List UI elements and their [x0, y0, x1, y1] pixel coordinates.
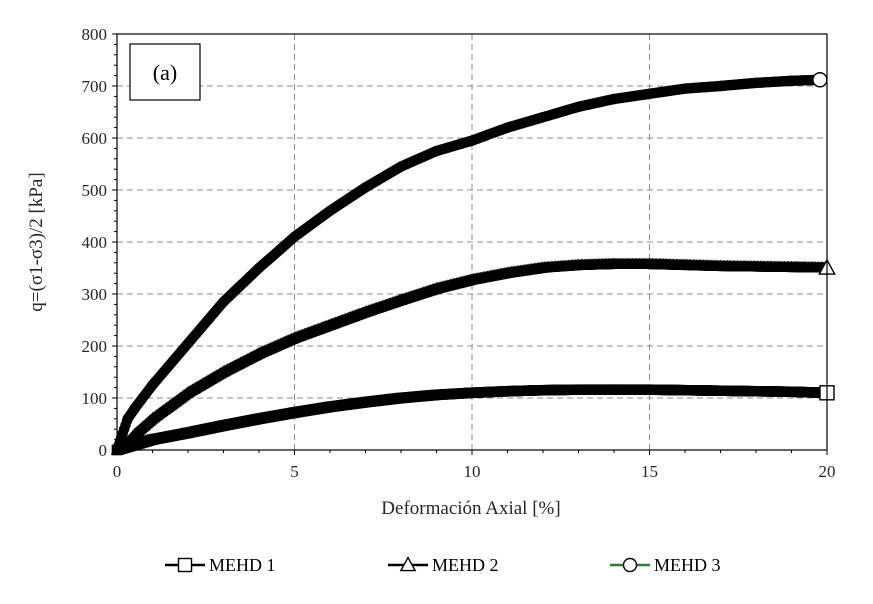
data-point: [430, 282, 443, 294]
x-axis-title: Deformación Axial [%]: [381, 498, 560, 519]
x-tick-label: 15: [641, 462, 658, 481]
data-point: [182, 427, 194, 439]
data-point: [122, 413, 133, 424]
data-point: [573, 101, 584, 113]
legend-item-2: MEHD 2: [388, 555, 499, 575]
data-point: [714, 259, 727, 272]
data-point: [679, 385, 691, 396]
legend-item-3: MEHD 3: [610, 555, 721, 575]
data-point: [289, 407, 300, 418]
data-point: [715, 80, 726, 92]
series-end-marker: [812, 72, 828, 88]
data-point: [466, 387, 478, 398]
data-point: [395, 392, 407, 404]
data-point: [182, 338, 194, 349]
y-axis-title: q=(σ1-σ3)/2 [kPa]: [26, 172, 47, 311]
y-tick-label: 100: [82, 389, 108, 408]
data-point: [537, 111, 549, 123]
data-point: [678, 258, 692, 270]
legend: MEHD 1 MEHD 2 MEHD 3: [165, 555, 721, 575]
series-2: [110, 257, 836, 455]
y-tick-label: 800: [82, 25, 108, 44]
legend-label: MEHD 3: [654, 555, 721, 575]
data-point: [573, 384, 584, 395]
data-point: [502, 122, 513, 133]
panel-label-box: (a): [129, 43, 201, 101]
data-point: [324, 205, 336, 217]
data-point: [643, 257, 656, 269]
data-point: [218, 420, 229, 431]
data-point: [288, 331, 301, 343]
y-tick-label: 0: [99, 441, 108, 460]
data-point: [359, 305, 372, 317]
data-point: [607, 257, 621, 269]
data-point: [749, 260, 763, 272]
data-point: [537, 385, 549, 396]
y-tick-label: 200: [82, 337, 108, 356]
y-tick-label: 500: [82, 181, 108, 200]
data-point: [128, 427, 141, 439]
data-point: [750, 386, 762, 397]
data-point: [324, 401, 336, 413]
data-point: [253, 262, 265, 274]
data-point: [785, 260, 798, 273]
x-tick-label: 10: [464, 462, 481, 481]
data-point: [502, 386, 513, 397]
y-tick-label: 400: [82, 233, 108, 252]
data-point: [360, 396, 371, 408]
data-point: [146, 412, 159, 424]
series-1: [111, 384, 835, 456]
data-point: [431, 389, 442, 401]
y-tick-label: 700: [82, 77, 108, 96]
data-point: [501, 266, 514, 278]
data-point: [608, 384, 620, 395]
data-point: [147, 379, 158, 391]
data-point: [253, 413, 265, 424]
legend-marker: [622, 557, 638, 573]
data-point: [323, 318, 337, 330]
data-point: [129, 403, 140, 414]
data-point: [608, 93, 620, 105]
series-3: [111, 72, 828, 456]
data-point: [465, 273, 479, 285]
data-point: [218, 296, 229, 307]
data-point: [252, 347, 266, 359]
data-point: [289, 231, 300, 243]
x-tick-label: 20: [819, 462, 836, 481]
data-point: [715, 385, 726, 396]
data-point: [750, 77, 762, 89]
data-point: [118, 424, 130, 435]
data-point: [679, 83, 691, 94]
legend-label: MEHD 2: [432, 555, 499, 575]
legend-item-1: MEHD 1: [165, 555, 276, 575]
data-point: [644, 88, 655, 100]
data-point: [786, 75, 797, 87]
data-point: [644, 384, 655, 395]
data-point: [394, 293, 408, 305]
data-point: [181, 386, 195, 398]
data-point: [786, 386, 797, 397]
y-tick-label: 600: [82, 129, 108, 148]
series-marker-band: [111, 74, 826, 456]
data-point: [466, 135, 478, 146]
data-point: [395, 161, 407, 172]
data-point: [147, 434, 158, 445]
data-point: [431, 145, 442, 157]
data-point: [360, 182, 371, 193]
data-point: [536, 261, 550, 273]
x-tick-label: 0: [113, 462, 122, 481]
legend-marker: [177, 557, 193, 573]
data-point: [572, 258, 585, 270]
x-tick-label: 5: [290, 462, 299, 481]
axes: [112, 33, 828, 455]
series-layer: [110, 72, 836, 456]
y-tick-label: 300: [82, 285, 108, 304]
data-point: [217, 365, 230, 377]
legend-marker: [399, 556, 417, 572]
panel-label: (a): [153, 60, 177, 85]
legend-label: MEHD 1: [209, 555, 276, 575]
